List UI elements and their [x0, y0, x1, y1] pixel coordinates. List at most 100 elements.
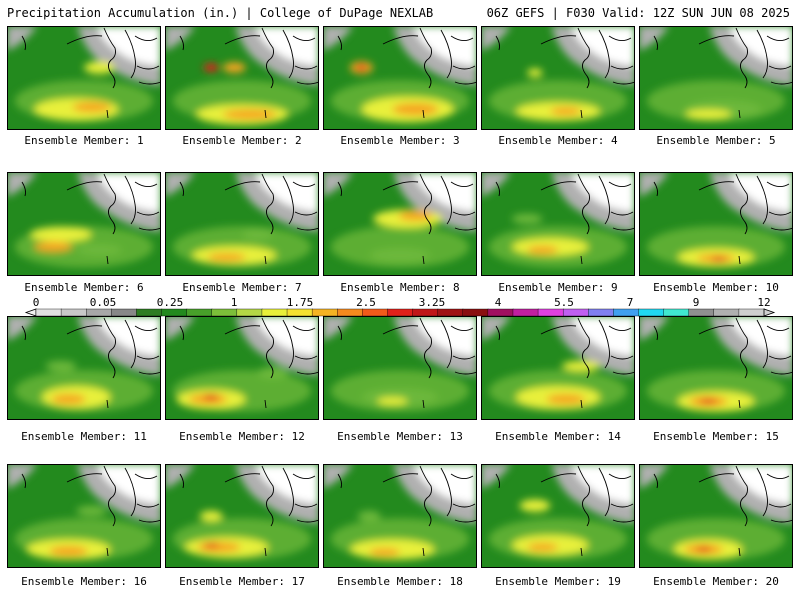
coastline — [138, 227, 161, 231]
coastline — [134, 473, 158, 479]
dry-region — [729, 172, 793, 212]
precip-map — [481, 172, 635, 276]
coastline — [66, 325, 103, 335]
coastline — [450, 473, 474, 479]
colorbar-arrow-left — [24, 308, 37, 317]
coastline — [21, 35, 27, 51]
coastline — [768, 65, 792, 70]
coastline — [540, 181, 577, 191]
coastline — [294, 355, 318, 360]
dry-region — [639, 26, 669, 51]
coastline — [698, 473, 735, 483]
dry-region — [97, 464, 161, 504]
colorbar-tick-label: 0.25 — [157, 296, 184, 309]
colorbar-tick-label: 1.75 — [287, 296, 314, 309]
dry-region — [255, 172, 319, 212]
dry-region — [481, 464, 511, 489]
coastline — [454, 227, 477, 231]
member-label: Ensemble Member: 16 — [21, 575, 147, 588]
coastline — [337, 181, 343, 197]
coastline — [179, 325, 185, 341]
precip-area — [72, 101, 111, 113]
colorbar-swatch — [311, 308, 338, 317]
coastline — [296, 227, 319, 231]
coastline — [106, 109, 109, 119]
coastline — [756, 175, 768, 225]
member-label: Ensemble Member: 18 — [337, 575, 463, 588]
colorbar-swatch — [562, 308, 589, 317]
coastline — [495, 473, 501, 489]
precip-area — [685, 109, 732, 120]
precip-map — [7, 26, 161, 130]
dry-region — [255, 464, 319, 504]
coastline — [136, 65, 160, 70]
dry-region — [7, 26, 37, 51]
coastline — [282, 175, 294, 225]
precip-map — [323, 26, 477, 130]
coastline — [766, 181, 790, 187]
colorbar-swatch — [35, 308, 62, 317]
coastline — [264, 547, 267, 557]
member-label: Ensemble Member: 2 — [182, 134, 302, 147]
dry-region — [571, 464, 635, 504]
coastline — [735, 173, 748, 235]
precip-map — [7, 172, 161, 276]
colorbar-swatch — [136, 308, 163, 317]
member-label: Ensemble Member: 19 — [495, 575, 621, 588]
coastline — [224, 473, 261, 483]
dry-region — [729, 26, 793, 66]
coastline — [136, 503, 160, 508]
coastline — [66, 473, 103, 483]
precip-area — [527, 543, 558, 552]
member-label: Ensemble Member: 20 — [653, 575, 779, 588]
ensemble-panel — [165, 26, 319, 130]
ensemble-panel — [7, 26, 161, 130]
coastline — [224, 35, 261, 45]
member-label: Ensemble Member: 5 — [656, 134, 776, 147]
ensemble-panel — [639, 172, 793, 276]
precip-area — [222, 62, 246, 73]
coastline — [540, 35, 577, 45]
coastline — [422, 255, 425, 265]
coastline — [452, 65, 476, 70]
coastline — [419, 465, 432, 527]
colorbar-swatch — [487, 308, 514, 317]
coastline — [264, 109, 267, 119]
coastline — [261, 173, 274, 235]
coastline — [261, 465, 274, 527]
precip-area — [376, 397, 408, 406]
coastline — [261, 27, 274, 89]
coastline — [292, 181, 316, 187]
coastline — [598, 175, 610, 225]
precip-map — [323, 172, 477, 276]
coastline — [296, 81, 319, 85]
ensemble-panel — [481, 172, 635, 276]
coastline — [738, 547, 741, 557]
coastline — [138, 519, 161, 523]
precip-area — [546, 394, 585, 405]
member-label: Ensemble Member: 10 — [653, 281, 779, 294]
coastline — [138, 371, 161, 375]
coastline — [337, 325, 343, 341]
coastline — [382, 473, 419, 483]
coastline — [422, 399, 425, 409]
precip-area — [711, 256, 727, 262]
ensemble-panel — [481, 316, 635, 420]
dry-region — [165, 26, 195, 51]
member-label: Ensemble Member: 4 — [498, 134, 618, 147]
coastline — [292, 35, 316, 41]
coastline — [735, 465, 748, 527]
chart-title: Precipitation Accumulation (in.) | Colle… — [7, 6, 434, 20]
colorbar-swatch — [261, 308, 288, 317]
precip-area — [398, 210, 433, 221]
colorbar-tick-label: 2.5 — [356, 296, 376, 309]
coastline — [337, 35, 343, 51]
coastline — [124, 467, 136, 517]
member-label: Ensemble Member: 9 — [498, 281, 618, 294]
colorbar-swatch — [738, 308, 765, 317]
precip-map — [165, 26, 319, 130]
coastline — [698, 35, 735, 45]
coastline — [653, 181, 659, 197]
coastline — [440, 319, 452, 369]
precip-area — [369, 247, 431, 263]
